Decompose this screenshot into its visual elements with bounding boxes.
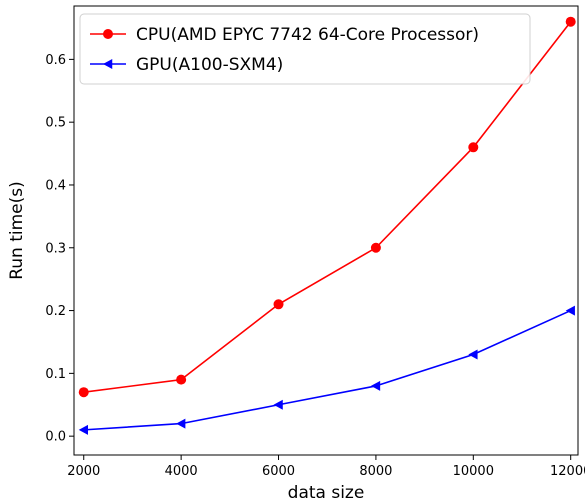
x-tick-label: 10000 [453,464,494,479]
y-tick-label: 0.4 [45,178,66,193]
x-tick-label: 6000 [262,464,295,479]
data-point [176,374,187,385]
legend-label: GPU(A100-SXM4) [136,55,283,75]
legend-box [79,13,531,85]
series-line [83,21,572,393]
legend-label: CPU(AMD EPYC 7742 64-Core Processor) [136,25,479,45]
y-axis-label: Run time(s) [7,181,27,280]
y-axis-ticks: 0.0 0.1 0.2 0.3 0.4 0.5 0.6 [45,53,74,445]
data-point [78,424,88,435]
legend-marker [103,29,113,39]
series-cpu [78,16,576,398]
x-tick-label: 4000 [165,464,198,479]
series-gpu [78,305,575,435]
data-point [468,142,479,153]
legend-item: GPU(A100-SXM4) [90,55,283,75]
y-tick-label: 0.3 [45,241,66,256]
y-tick-label: 0.5 [45,116,66,131]
y-tick-label: 0.6 [45,53,66,68]
y-tick-label: 0.0 [45,430,66,445]
series-layer [78,16,576,435]
y-tick-label: 0.2 [45,304,66,319]
data-point [273,299,284,310]
series-line [83,309,572,431]
data-point [78,387,89,398]
x-axis-label: data size [288,483,365,503]
data-point [468,349,478,360]
x-tick-label: 8000 [359,464,392,479]
data-point [565,305,575,316]
data-point [370,242,381,253]
plot-area [73,5,579,456]
data-point [176,418,186,429]
data-point [370,380,381,391]
x-tick-label: 2000 [67,464,100,479]
data-point [273,399,283,410]
data-point [565,16,576,27]
plot-frame [73,5,579,456]
legend-marker [103,59,113,69]
y-tick-label: 0.1 [45,367,66,382]
legend: CPU(AMD EPYC 7742 64-Core Processor) GPU(… [79,13,531,85]
legend-item: CPU(AMD EPYC 7742 64-Core Processor) [90,25,479,45]
